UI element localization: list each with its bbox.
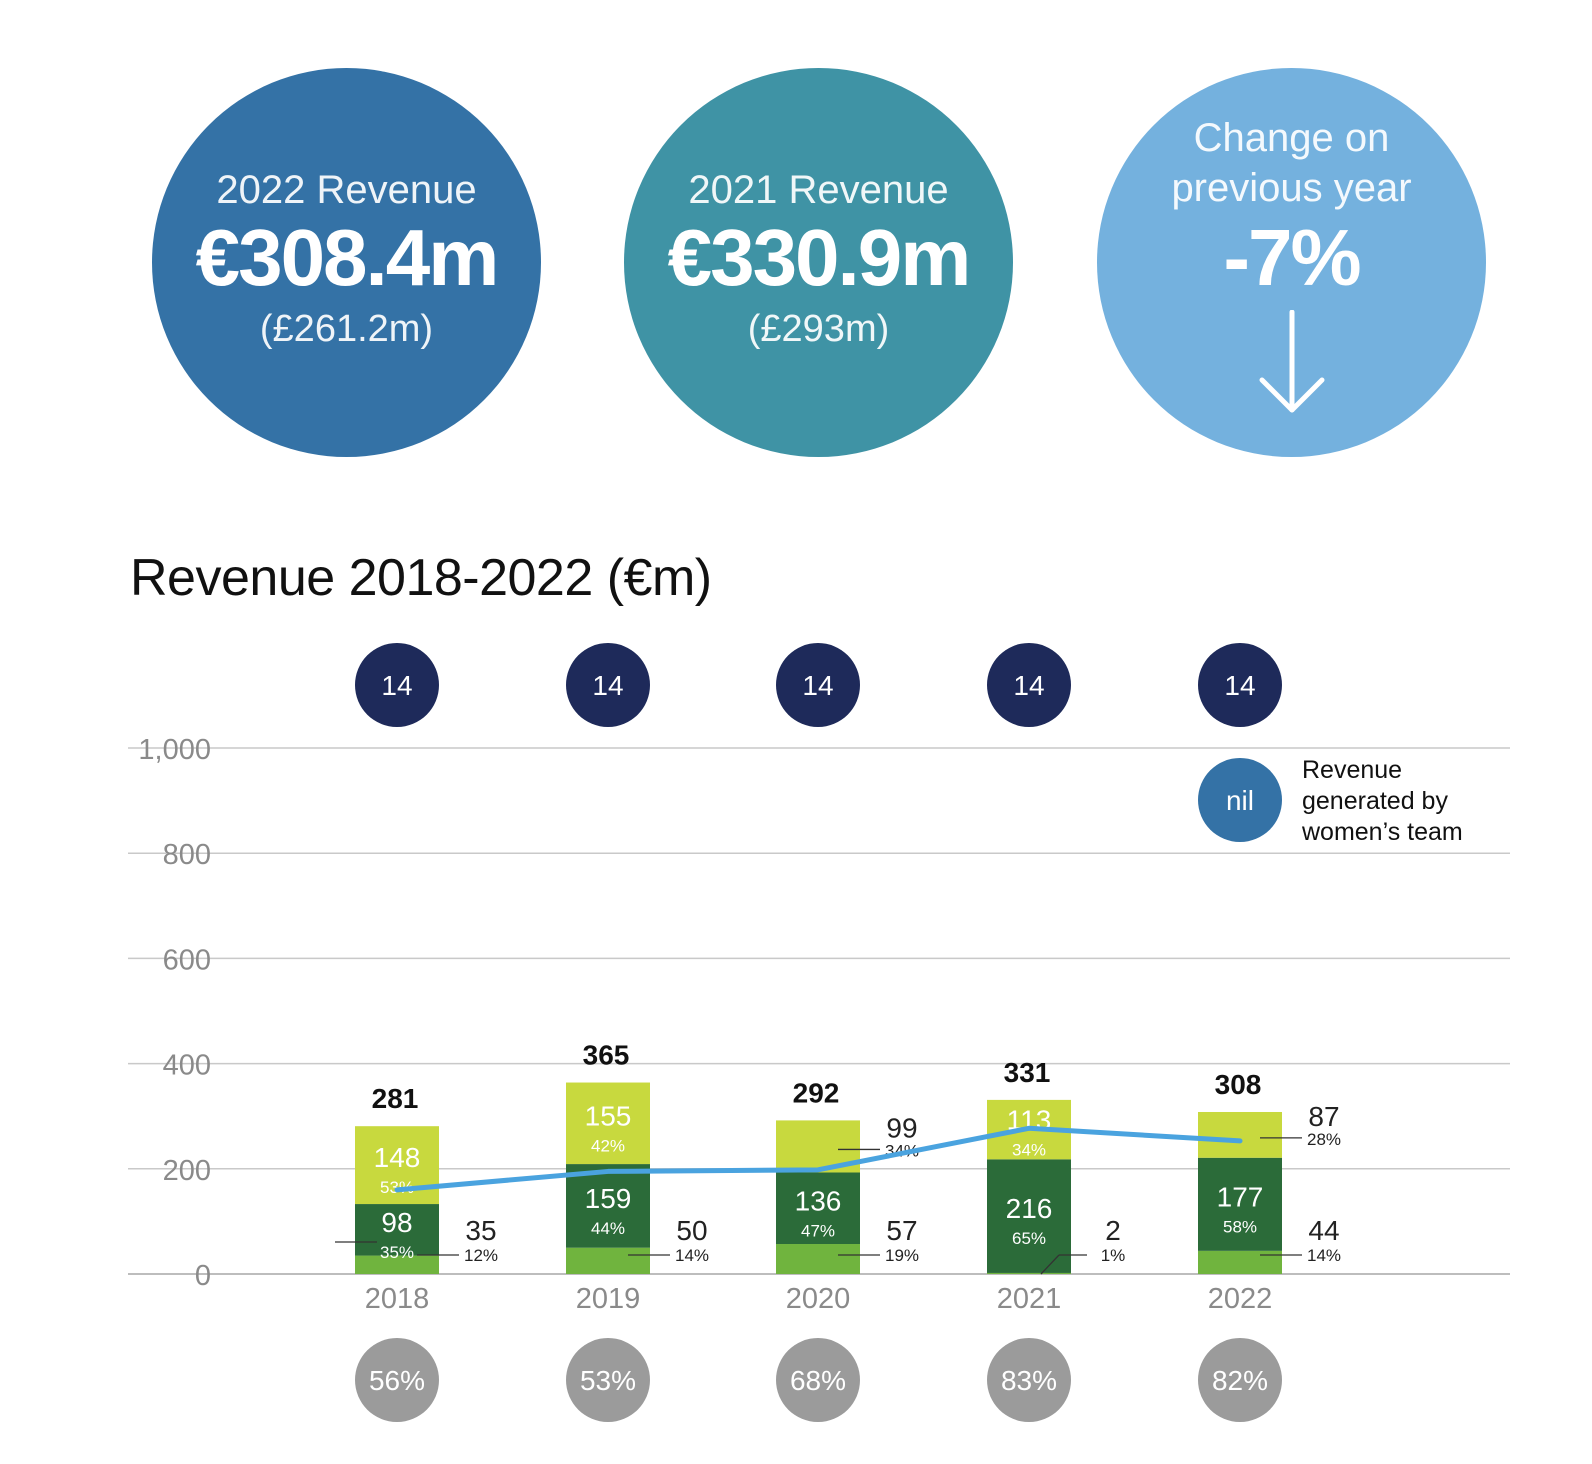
- bar-value-label: 148: [374, 1142, 421, 1173]
- legend-badge-label: nil: [1226, 785, 1254, 816]
- top-badge-label: 14: [802, 670, 833, 701]
- bar-segment: [1198, 1250, 1282, 1274]
- outside-value-label: 2: [1105, 1215, 1121, 1246]
- x-tick-label: 2018: [365, 1283, 430, 1315]
- revenue-2022-circle: 2022 Revenue €308.4m (£261.2m): [152, 68, 541, 457]
- bottom-badge: [355, 1338, 439, 1422]
- bar-segment: [566, 1247, 650, 1274]
- bar-total-label: 365: [583, 1040, 630, 1071]
- x-tick-label: 2022: [1208, 1283, 1273, 1315]
- chart-title: Revenue 2018-2022 (€m): [130, 549, 712, 607]
- bar-value-label: 177: [1217, 1181, 1264, 1212]
- revenue-2022-gbp: (£261.2m): [259, 308, 434, 350]
- y-tick-label: 800: [163, 839, 211, 871]
- outside-pct-label: 14%: [675, 1246, 709, 1265]
- outside-value-label: 44: [1308, 1215, 1339, 1246]
- y-tick-label: 400: [163, 1050, 211, 1082]
- bar-segment: [1198, 1157, 1282, 1251]
- bar-segment: [776, 1244, 860, 1274]
- top-badge-label: 14: [592, 670, 623, 701]
- y-tick-label: 1,000: [138, 734, 211, 766]
- change-label-line1: Change on: [1193, 116, 1390, 160]
- bar-pct-label: 58%: [1223, 1217, 1257, 1236]
- bar-pct-label: 44%: [591, 1219, 625, 1238]
- legend-text: Revenue: [1302, 756, 1402, 784]
- outside-pct-label: 19%: [885, 1246, 919, 1265]
- bar-segment: [355, 1204, 439, 1256]
- legend-text: generated by: [1302, 787, 1448, 815]
- bar-value-label: 136: [795, 1185, 842, 1216]
- outside-pct-label: 1%: [1101, 1246, 1126, 1265]
- outside-value-label: 99: [886, 1112, 917, 1143]
- top-badge: [987, 643, 1071, 727]
- outside-value-label: 87: [1308, 1101, 1339, 1132]
- top-badge-label: 14: [1224, 670, 1255, 701]
- y-tick-label: 0: [195, 1260, 211, 1292]
- revenue-2021-label: 2021 Revenue: [688, 168, 949, 212]
- bottom-badge-label: 83%: [1001, 1365, 1057, 1396]
- bottom-badge: [776, 1338, 860, 1422]
- bar-pct-label: 42%: [591, 1136, 625, 1155]
- bar-pct-label: 34%: [1012, 1141, 1046, 1160]
- change-circle: Change on previous year -7%: [1097, 68, 1486, 457]
- revenue-2022-label: 2022 Revenue: [216, 168, 477, 212]
- bottom-badge-label: 53%: [580, 1365, 636, 1396]
- bar-value-label: 216: [1006, 1193, 1053, 1224]
- top-badge: [566, 643, 650, 727]
- series-line: [394, 1125, 1243, 1193]
- bottom-badge: [987, 1338, 1071, 1422]
- y-tick-label: 200: [163, 1155, 211, 1187]
- bar-value-label: 159: [585, 1183, 632, 1214]
- top-badge: [355, 643, 439, 727]
- revenue-2021-circle: 2021 Revenue €330.9m (£293m): [624, 68, 1013, 457]
- legend-badge: [1198, 758, 1282, 842]
- bar-segment: [776, 1172, 860, 1245]
- bar-total-label: 331: [1004, 1057, 1051, 1088]
- revenue-2021-value: €330.9m: [667, 213, 972, 302]
- top-badge: [1198, 643, 1282, 727]
- bar-pct-label: 47%: [801, 1221, 835, 1240]
- bar-segment: [566, 1082, 650, 1165]
- outside-value-label: 57: [886, 1215, 917, 1246]
- bar-total-label: 281: [372, 1083, 419, 1114]
- top-badge-label: 14: [1013, 670, 1044, 701]
- top-badge-label: 14: [381, 670, 412, 701]
- outside-pct-label: 28%: [1307, 1130, 1341, 1149]
- bar-pct-label: 65%: [1012, 1229, 1046, 1248]
- bar-segment: [987, 1159, 1071, 1273]
- revenue-2022-value: €308.4m: [195, 213, 500, 302]
- bottom-badge-label: 68%: [790, 1365, 846, 1396]
- bar-value-label: 155: [585, 1100, 632, 1131]
- change-label-line2: previous year: [1171, 166, 1412, 210]
- bottom-badge: [566, 1338, 650, 1422]
- y-tick-label: 600: [163, 944, 211, 976]
- bottom-badge-label: 82%: [1212, 1365, 1268, 1396]
- x-tick-label: 2021: [997, 1283, 1062, 1315]
- x-tick-label: 2020: [786, 1283, 851, 1315]
- outside-value-label: 50: [676, 1215, 707, 1246]
- arrow-down-icon: [1259, 310, 1325, 413]
- x-tick-label: 2019: [576, 1283, 641, 1315]
- leader-line: [1040, 1254, 1060, 1275]
- bottom-badge: [1198, 1338, 1282, 1422]
- bar-total-label: 292: [793, 1077, 840, 1108]
- bottom-badge-label: 56%: [369, 1365, 425, 1396]
- revenue-2021-gbp: (£293m): [747, 308, 890, 350]
- top-badge: [776, 643, 860, 727]
- bar-segment: [1198, 1111, 1282, 1158]
- legend-text: women’s team: [1301, 818, 1463, 846]
- bar-segment: [987, 1272, 1071, 1274]
- bar-segment: [566, 1164, 650, 1248]
- bar-pct-label: 35%: [380, 1243, 414, 1262]
- outside-pct-label: 12%: [464, 1246, 498, 1265]
- change-value: -7%: [1223, 213, 1361, 302]
- outside-pct-label: 14%: [1307, 1246, 1341, 1265]
- bar-value-label: 98: [381, 1207, 412, 1238]
- bar-total-label: 308: [1215, 1069, 1262, 1100]
- bar-segment: [355, 1255, 439, 1274]
- outside-value-label: 35: [465, 1215, 496, 1246]
